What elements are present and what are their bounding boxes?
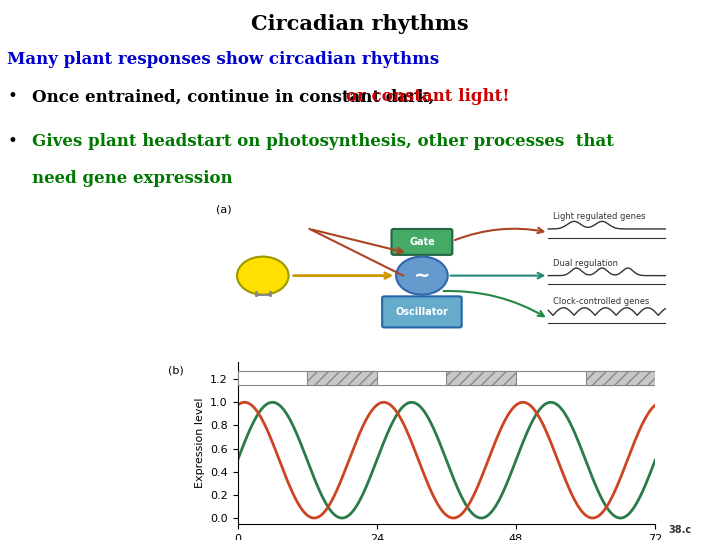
Text: Gate: Gate bbox=[409, 237, 435, 247]
Text: Once entrained, continue in constant dark,: Once entrained, continue in constant dar… bbox=[32, 88, 441, 105]
Text: Clock-controlled genes: Clock-controlled genes bbox=[553, 297, 649, 306]
Text: Dual regulation: Dual regulation bbox=[553, 259, 618, 268]
Text: (b): (b) bbox=[168, 365, 184, 375]
FancyBboxPatch shape bbox=[392, 229, 452, 255]
Bar bbox=[307, 371, 377, 385]
Y-axis label: Expression level: Expression level bbox=[194, 397, 204, 488]
Text: Light regulated genes: Light regulated genes bbox=[553, 212, 646, 221]
Text: 38.c: 38.c bbox=[668, 524, 691, 535]
Text: ~: ~ bbox=[414, 266, 430, 285]
Text: Gives plant headstart on photosynthesis, other processes  that: Gives plant headstart on photosynthesis,… bbox=[32, 133, 614, 150]
Text: •: • bbox=[7, 88, 17, 105]
Text: Circadian rhythms: Circadian rhythms bbox=[251, 15, 469, 35]
Circle shape bbox=[237, 256, 289, 295]
Text: •: • bbox=[7, 133, 17, 150]
Bar bbox=[238, 371, 655, 385]
Bar bbox=[446, 371, 516, 385]
Text: Many plant responses show circadian rhythms: Many plant responses show circadian rhyt… bbox=[7, 51, 439, 68]
Text: or constant light!: or constant light! bbox=[346, 88, 509, 105]
FancyBboxPatch shape bbox=[382, 296, 462, 327]
Text: Oscillator: Oscillator bbox=[395, 307, 449, 317]
Text: need gene expression: need gene expression bbox=[32, 170, 233, 187]
Bar bbox=[585, 371, 655, 385]
Text: (a): (a) bbox=[216, 205, 232, 215]
Circle shape bbox=[396, 256, 448, 295]
